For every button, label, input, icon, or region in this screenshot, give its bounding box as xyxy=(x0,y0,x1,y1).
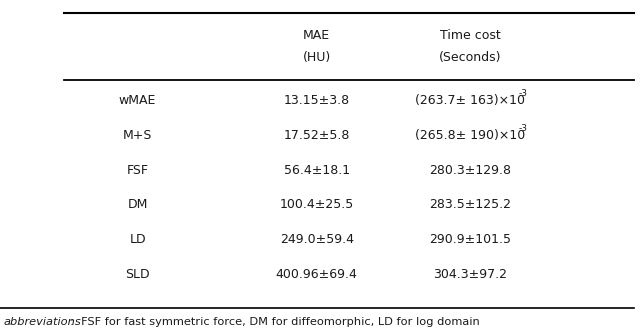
Text: (Seconds): (Seconds) xyxy=(439,51,502,64)
Text: DM: DM xyxy=(127,198,148,211)
Text: abbreviations: abbreviations xyxy=(3,317,81,327)
Text: -3: -3 xyxy=(519,89,528,98)
Text: 17.52±5.8: 17.52±5.8 xyxy=(284,129,350,142)
Text: MAE: MAE xyxy=(303,29,330,42)
Text: 13.15±3.8: 13.15±3.8 xyxy=(284,94,350,108)
Text: 400.96±69.4: 400.96±69.4 xyxy=(276,267,358,281)
Text: 304.3±97.2: 304.3±97.2 xyxy=(433,267,508,281)
Text: 283.5±125.2: 283.5±125.2 xyxy=(429,198,511,211)
Text: wMAE: wMAE xyxy=(119,94,156,108)
Text: Time cost: Time cost xyxy=(440,29,500,42)
Text: -3: -3 xyxy=(519,124,528,133)
Text: 280.3±129.8: 280.3±129.8 xyxy=(429,164,511,177)
Text: 100.4±25.5: 100.4±25.5 xyxy=(280,198,354,211)
Text: 290.9±101.5: 290.9±101.5 xyxy=(429,233,511,246)
Text: SLD: SLD xyxy=(125,267,150,281)
Text: :  FSF for fast symmetric force, DM for diffeomorphic, LD for log domain: : FSF for fast symmetric force, DM for d… xyxy=(70,317,479,327)
Text: 56.4±18.1: 56.4±18.1 xyxy=(284,164,350,177)
Text: (HU): (HU) xyxy=(303,51,331,64)
Text: 249.0±59.4: 249.0±59.4 xyxy=(280,233,354,246)
Text: (265.8± 190)×10: (265.8± 190)×10 xyxy=(415,129,525,142)
Text: M+S: M+S xyxy=(123,129,152,142)
Text: FSF: FSF xyxy=(127,164,148,177)
Text: (263.7± 163)×10: (263.7± 163)×10 xyxy=(415,94,525,108)
Text: LD: LD xyxy=(129,233,146,246)
